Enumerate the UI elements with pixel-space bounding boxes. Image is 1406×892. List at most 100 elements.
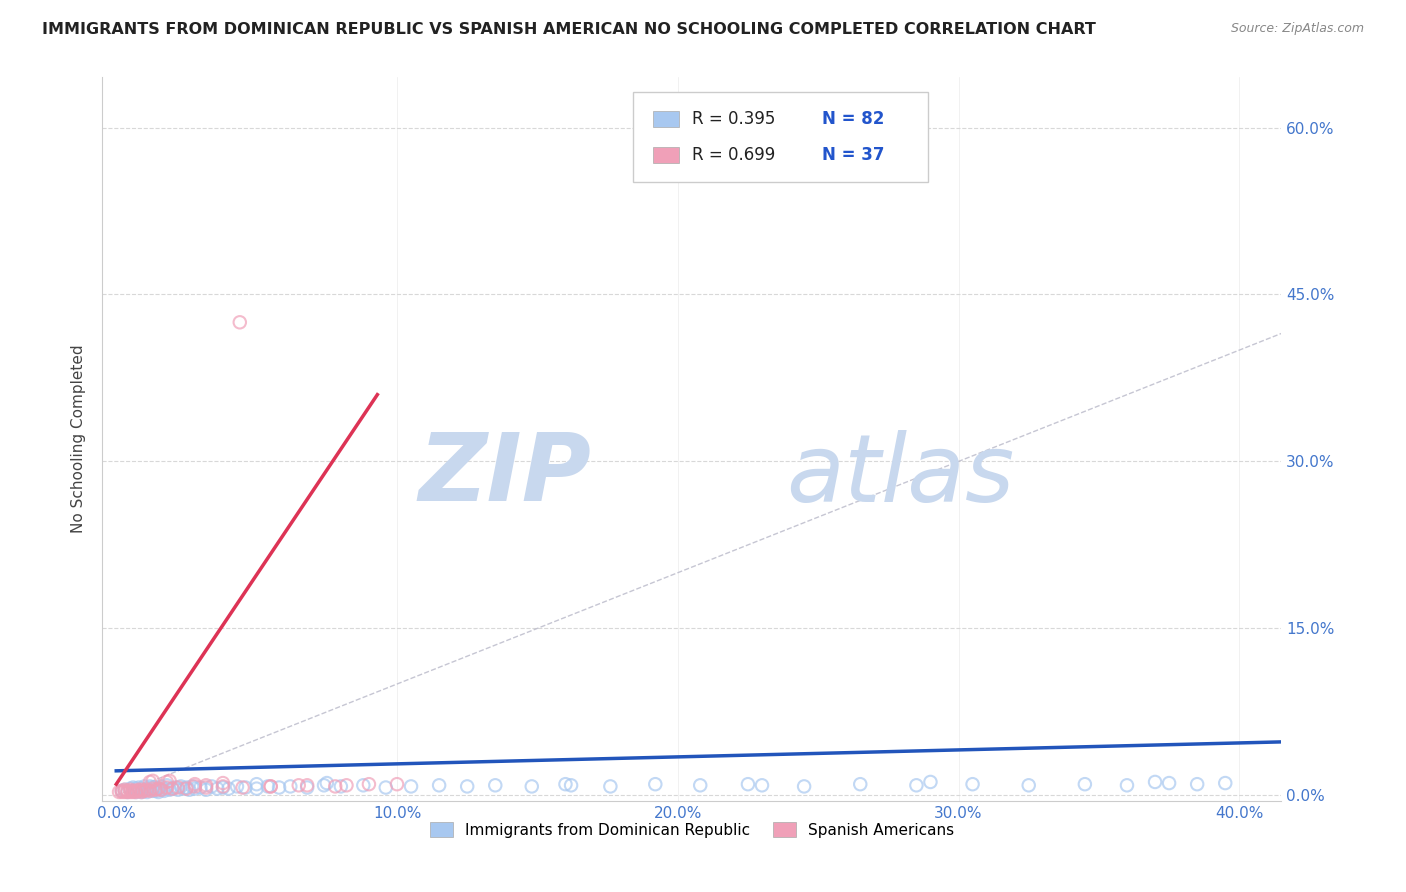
Point [117,785,139,799]
Point [173,781,195,796]
Point [246,781,269,796]
Point [295,780,318,795]
Point [399,780,422,794]
Point [212,780,235,794]
Point [148,781,170,796]
Point [128,784,150,798]
Text: IMMIGRANTS FROM DOMINICAN REPUBLIC VS SPANISH AMERICAN NO SCHOOLING COMPLETED CO: IMMIGRANTS FROM DOMINICAN REPUBLIC VS SP… [42,22,1097,37]
Point [315,776,337,790]
Point [131,781,153,796]
Point [849,777,872,791]
Point [323,780,346,794]
Point [131,785,153,799]
Point [114,785,136,799]
Point [229,315,252,329]
Point [159,782,181,797]
Point [134,784,156,798]
Point [111,784,134,798]
Point [181,780,204,794]
Point [599,780,621,794]
Point [357,777,380,791]
Point [142,780,165,795]
Point [128,784,150,798]
Point [1213,776,1236,790]
Point [125,785,148,799]
Point [201,780,224,794]
Point [905,778,928,792]
Point [125,784,148,798]
Point [1116,778,1139,792]
Point [114,782,136,797]
Point [207,781,229,796]
Point [111,784,134,798]
Point [218,781,240,796]
Point [117,785,139,799]
Y-axis label: No Schooling Completed: No Schooling Completed [72,345,86,533]
Point [167,780,190,795]
Point [150,782,173,797]
Point [176,781,198,796]
Point [120,785,142,799]
Point [120,782,142,797]
Point [737,777,759,791]
Point [190,780,212,795]
Point [139,782,162,797]
Point [212,776,235,790]
Point [257,780,280,794]
Text: Source: ZipAtlas.com: Source: ZipAtlas.com [1230,22,1364,36]
Point [125,785,148,799]
Point [148,781,170,796]
Point [195,782,218,797]
Point [150,782,173,797]
Point [165,780,187,795]
Point [312,778,335,792]
Point [145,784,167,798]
Point [793,780,815,794]
Point [751,778,773,792]
Point [184,777,207,791]
Point [162,781,184,796]
Point [162,781,184,796]
Point [520,780,543,794]
Point [150,780,173,794]
Point [114,782,136,797]
FancyBboxPatch shape [652,147,679,163]
Point [153,784,176,798]
Point [278,780,301,794]
Point [156,780,179,795]
Point [335,778,357,792]
Point [117,784,139,798]
Point [122,785,145,799]
Point [385,777,408,791]
Point [1074,777,1097,791]
Point [644,777,666,791]
Point [195,778,218,792]
Point [142,773,165,788]
Point [156,778,179,792]
Point [179,782,201,797]
Point [689,778,711,792]
Point [170,780,193,794]
Point [427,778,450,792]
Point [260,780,283,794]
Point [122,784,145,798]
Point [134,784,156,798]
Point [156,781,179,796]
Point [122,780,145,795]
Point [131,782,153,797]
Point [139,775,162,789]
Point [1144,775,1167,789]
Point [156,775,179,789]
Point [111,785,134,799]
Text: N = 37: N = 37 [821,146,884,164]
Point [136,782,159,797]
Point [136,785,159,799]
Text: ZIP: ZIP [419,429,592,521]
Point [212,780,235,795]
FancyBboxPatch shape [652,111,679,127]
Point [962,777,984,791]
Point [226,780,249,794]
Point [145,782,167,797]
Point [128,780,150,795]
Point [134,780,156,794]
